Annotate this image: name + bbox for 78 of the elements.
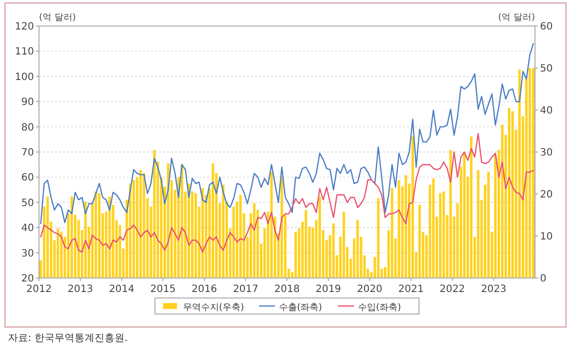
y2-tick-label: 20	[540, 190, 553, 200]
y-axis-title: (억 달러)	[39, 13, 76, 23]
bar	[142, 173, 146, 278]
bar	[153, 150, 156, 278]
bar	[46, 196, 49, 278]
bar	[222, 184, 225, 278]
bar	[318, 196, 321, 278]
y-tick-label: 120	[14, 22, 34, 32]
bar	[418, 204, 421, 278]
bar	[139, 170, 142, 278]
bar	[501, 124, 504, 278]
x-tick-label: 2013	[68, 284, 94, 295]
x-tick-label: 2016	[192, 284, 218, 295]
legend-label: 수입(좌축)	[358, 303, 402, 313]
y-tick-label: 20	[21, 274, 34, 284]
bar	[463, 153, 466, 278]
bar	[304, 210, 308, 278]
y-tick-label: 100	[14, 72, 34, 83]
bar	[294, 232, 297, 278]
bar	[194, 193, 197, 278]
bar	[442, 191, 445, 278]
bar	[132, 180, 135, 278]
bar	[180, 164, 184, 278]
bar	[511, 111, 514, 278]
bar	[280, 176, 284, 278]
legend-label: 수출(좌축)	[279, 303, 322, 313]
bar	[377, 198, 380, 278]
x-tick-label: 2022	[440, 284, 466, 295]
y2-tick-label: 40	[540, 106, 553, 116]
y2-tick-label: 50	[540, 64, 553, 74]
bar	[253, 203, 256, 278]
bar	[404, 175, 408, 278]
y2-tick-label: 0	[540, 274, 546, 284]
bar	[98, 193, 101, 278]
y2-tick-label: 60	[540, 22, 553, 32]
bar	[532, 68, 535, 278]
bar	[390, 188, 394, 278]
y2-axis-title: (억 달러)	[498, 13, 535, 23]
bar	[449, 150, 452, 278]
legend-label: 무역수지(우축)	[183, 303, 244, 313]
bar	[356, 220, 359, 278]
text: 자료: 한국무역통계진흥원.	[8, 333, 128, 344]
bar	[212, 163, 214, 278]
y-tick-label: 60	[21, 172, 34, 184]
x-tick-label: 2021	[398, 284, 424, 295]
y-tick-label: 110	[14, 46, 34, 58]
y-tick-label: 40	[21, 223, 34, 234]
y-tick-label: 30	[21, 248, 34, 260]
bar	[411, 136, 414, 278]
bar	[439, 193, 442, 278]
bar	[398, 180, 400, 278]
bar	[201, 188, 204, 278]
x-tick-label: 2012	[26, 284, 52, 295]
y2-tick-label: 30	[540, 148, 553, 158]
x-tick-label: 2017	[232, 284, 258, 295]
bar	[70, 196, 73, 278]
bar	[470, 136, 473, 278]
bar	[432, 178, 435, 278]
bar	[528, 68, 532, 278]
y-tick-label: 80	[21, 122, 34, 134]
x-tick-label: 2023	[480, 284, 506, 295]
bar	[94, 191, 98, 278]
x-tick-label: 2018	[274, 284, 300, 295]
bar	[56, 228, 60, 278]
bar	[129, 184, 132, 278]
bar	[476, 170, 480, 278]
bar	[108, 196, 111, 278]
y-tick-label: 50	[21, 198, 34, 209]
bar	[60, 232, 63, 278]
y-tick-label: 90	[21, 97, 34, 108]
bar	[342, 212, 346, 278]
x-tick-label: 2014	[108, 284, 134, 295]
x-tick-label: 2019	[316, 284, 342, 295]
bar	[508, 108, 510, 278]
x-tick-label: 2015	[150, 284, 176, 295]
x-tick-label: 2020	[356, 284, 382, 295]
y2-tick-label: 10	[540, 232, 553, 242]
y-tick-label: 70	[21, 148, 34, 158]
